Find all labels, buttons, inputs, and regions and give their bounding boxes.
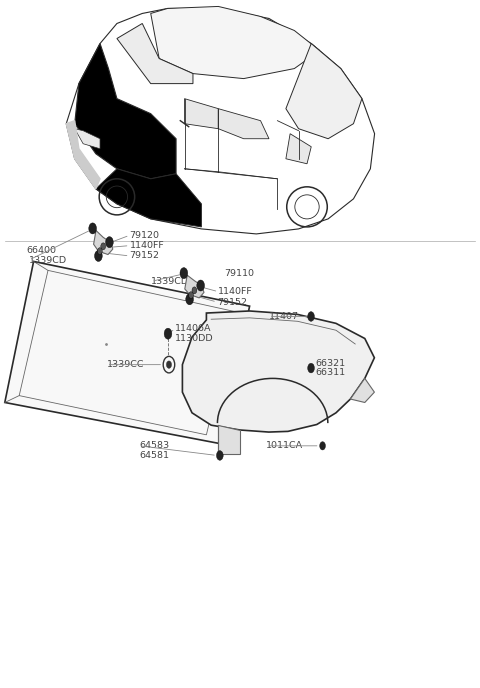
Text: 64581: 64581 [139, 451, 169, 460]
Polygon shape [185, 275, 204, 298]
Circle shape [192, 287, 197, 294]
Circle shape [89, 223, 96, 234]
Circle shape [106, 237, 113, 248]
Polygon shape [94, 230, 113, 255]
Circle shape [167, 361, 171, 368]
Circle shape [320, 442, 325, 450]
Circle shape [180, 268, 188, 279]
Polygon shape [66, 120, 100, 189]
Polygon shape [350, 378, 374, 402]
Polygon shape [218, 109, 269, 139]
Text: 79110: 79110 [225, 268, 254, 278]
Circle shape [216, 451, 223, 460]
Polygon shape [151, 6, 320, 78]
Circle shape [189, 292, 193, 299]
Polygon shape [5, 261, 250, 444]
Polygon shape [75, 129, 100, 149]
Text: 1130DD: 1130DD [175, 334, 214, 343]
Polygon shape [218, 425, 240, 454]
Text: 66311: 66311 [316, 368, 346, 378]
Polygon shape [66, 8, 374, 234]
Polygon shape [117, 23, 193, 84]
Polygon shape [184, 98, 218, 129]
Polygon shape [286, 133, 311, 164]
Text: 11406A: 11406A [175, 324, 212, 334]
Text: 1140FF: 1140FF [130, 241, 164, 250]
Text: 66400: 66400 [26, 246, 57, 255]
Circle shape [197, 280, 204, 291]
Text: 79152: 79152 [217, 297, 247, 307]
Text: 1339CC: 1339CC [107, 360, 144, 369]
Text: 1339CD: 1339CD [151, 277, 189, 286]
Text: 66321: 66321 [316, 358, 346, 368]
Text: 1339CD: 1339CD [29, 255, 67, 265]
Circle shape [308, 312, 314, 321]
Text: 1011CA: 1011CA [266, 441, 303, 451]
Text: 1140FF: 1140FF [218, 287, 253, 297]
Polygon shape [75, 43, 176, 179]
Text: 11407: 11407 [269, 312, 299, 321]
Circle shape [308, 363, 314, 373]
Text: 64583: 64583 [139, 441, 169, 451]
Circle shape [101, 243, 106, 250]
Text: 79152: 79152 [130, 251, 159, 261]
Polygon shape [286, 43, 362, 139]
Circle shape [97, 248, 102, 255]
Circle shape [164, 328, 172, 339]
Polygon shape [96, 169, 202, 227]
Circle shape [95, 250, 102, 261]
Text: 79120: 79120 [130, 230, 159, 240]
Circle shape [186, 294, 193, 305]
Polygon shape [182, 311, 374, 432]
